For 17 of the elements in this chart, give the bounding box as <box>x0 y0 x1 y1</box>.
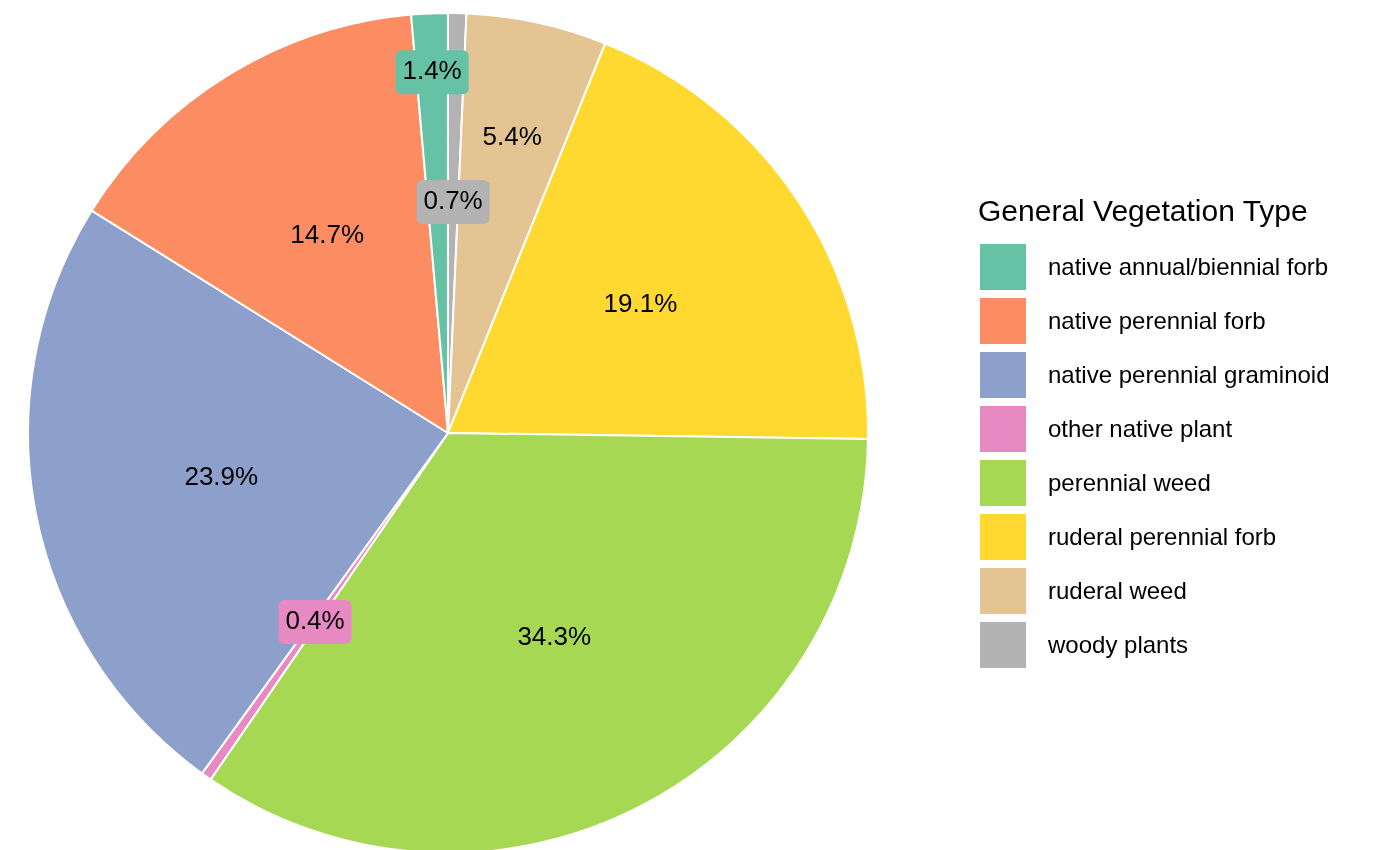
data-label: 34.3% <box>517 621 592 652</box>
legend-title: General Vegetation Type <box>978 194 1309 228</box>
legend-label: native perennial forb <box>1048 307 1266 335</box>
legend-label: ruderal perennial forb <box>1048 523 1277 551</box>
data-label: 14.7% <box>290 219 365 250</box>
data-label: 0.4% <box>285 605 345 636</box>
data-label: 5.4% <box>482 120 542 151</box>
data-label: 19.1% <box>603 288 678 319</box>
data-label: 0.7% <box>423 185 483 216</box>
legend-label: native annual/biennial forb <box>1048 253 1329 281</box>
data-label: 23.9% <box>184 460 259 491</box>
legend-label: woody plants <box>1048 631 1189 659</box>
legend-label: other native plant <box>1048 415 1233 443</box>
legend-label: native perennial graminoid <box>1048 361 1330 389</box>
data-label: 1.4% <box>402 55 462 86</box>
legend-label: ruderal weed <box>1048 577 1187 605</box>
legend-label: perennial weed <box>1048 469 1211 497</box>
